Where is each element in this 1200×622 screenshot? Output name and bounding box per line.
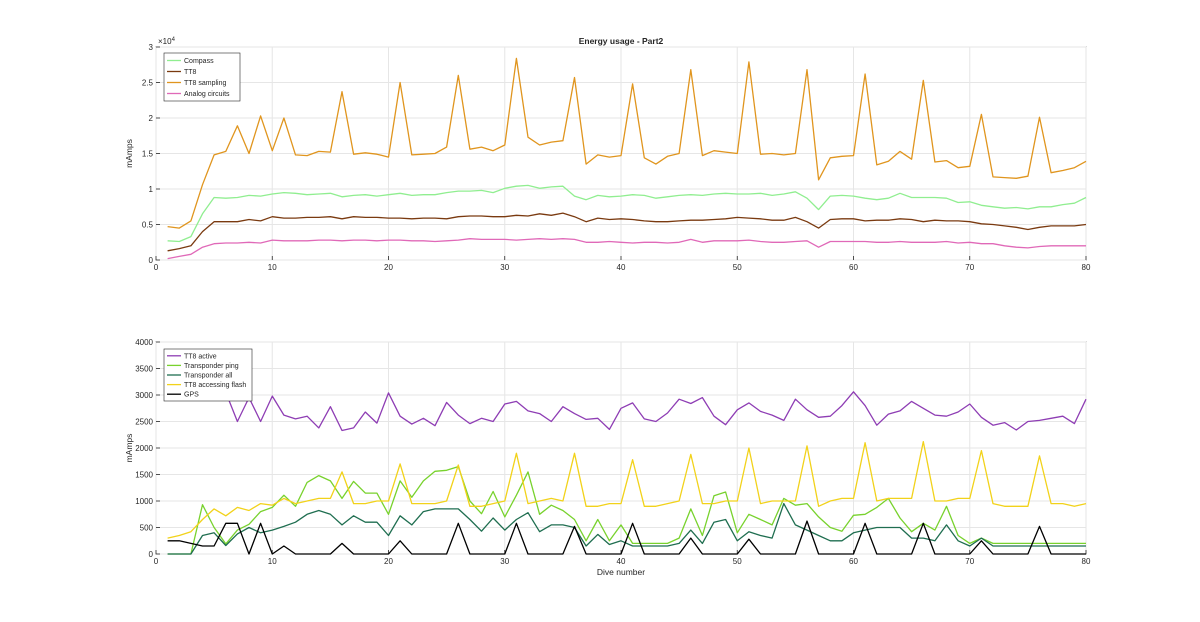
top-x-tick-label: 0: [154, 263, 159, 272]
bottom-legend-label-2: Transponder all: [184, 373, 233, 380]
bottom-legend-label-1: Transponder ping: [184, 363, 239, 370]
top-y-tick-label: 2: [149, 114, 154, 123]
top-y-tick-label: 2.5: [142, 79, 154, 88]
bottom-x-tick-label: 0: [154, 557, 159, 566]
bottom-legend-label-0: TT8 active: [184, 353, 217, 360]
bottom-legend: TT8 active Transponder ping Transponder al…: [163, 348, 253, 402]
top-legend-label-0: Compass: [184, 58, 214, 65]
top-x-tick-label: 10: [268, 263, 277, 272]
bottom-x-tick-label: 30: [500, 557, 509, 566]
top-y-tick-label: 1: [149, 185, 154, 194]
bottom-chart: 0 10 20 30 40 50 60 70 80 0 500 1000 1500 2000 2500 300…: [124, 338, 1091, 577]
bottom-grid-overlay: [155, 341, 1087, 555]
bottom-x-axis-label: Dive number: [597, 567, 645, 577]
bottom-y-tick-label: 4000: [135, 338, 153, 347]
bottom-y-tick-label: 500: [140, 524, 154, 533]
bottom-y-tick-label: 2500: [135, 418, 153, 427]
top-x-tick-label: 30: [500, 263, 509, 272]
top-x-tick-label: 20: [384, 263, 393, 272]
bottom-x-tick-label: 80: [1082, 557, 1091, 566]
bottom-x-tick-label: 40: [617, 557, 626, 566]
top-chart: 0 10 20 30 40 50 60 70 80 0 0.5 1 1.5 2 2.5 3 Energy us…: [124, 36, 1091, 272]
bottom-series-line-2: [167, 502, 1086, 555]
bottom-ticks: 0 10 20 30 40 50 60 70 80 0 500 1000 1500 2000 2500 300…: [135, 338, 1091, 566]
top-x-tick-label: 50: [733, 263, 742, 272]
bottom-series-lines: [167, 391, 1087, 555]
top-y-tick-label: 1.5: [142, 150, 154, 159]
top-y-exponent-label: ×104: [158, 37, 176, 46]
bottom-y-tick-label: 1000: [135, 497, 153, 506]
bottom-y-tick-label: 0: [149, 550, 154, 559]
top-y-exponent-power: 4: [172, 37, 176, 43]
top-ticks: 0 10 20 30 40 50 60 70 80 0 0.5 1 1.5 2 2.5 3: [142, 43, 1091, 272]
bottom-y-tick-label: 1500: [135, 471, 153, 480]
top-legend-label-2: TT8 sampling: [184, 80, 227, 87]
top-legend-label-1: TT8: [184, 69, 197, 76]
top-series-line-2: [167, 57, 1087, 229]
top-y-exponent-base: ×10: [158, 37, 172, 46]
bottom-x-tick-label: 50: [733, 557, 742, 566]
bottom-legend-label-4: GPS: [184, 392, 199, 399]
top-x-tick-label: 40: [617, 263, 626, 272]
bottom-x-tick-label: 20: [384, 557, 393, 566]
top-y-axis-label: mAmps: [124, 139, 134, 168]
top-x-tick-label: 80: [1082, 263, 1091, 272]
bottom-series-line-1: [167, 465, 1086, 555]
top-series-line-0: [167, 184, 1087, 243]
top-chart-title: Energy usage - Part2: [579, 36, 664, 46]
bottom-series-line-4: [167, 520, 1086, 555]
bottom-legend-label-3: TT8 accessing flash: [184, 382, 246, 389]
bottom-x-tick-label: 10: [268, 557, 277, 566]
top-legend: Compass TT8 TT8 sampling Analog circuits: [163, 52, 241, 102]
bottom-y-tick-label: 3500: [135, 365, 153, 374]
bottom-series-line-3: [167, 440, 1087, 539]
top-y-tick-label: 0.5: [142, 221, 154, 230]
top-y-tick-label: 3: [149, 43, 154, 52]
top-y-tick-label: 0: [149, 256, 154, 265]
bottom-y-tick-label: 2000: [135, 444, 153, 453]
bottom-y-axis-label: mAmps: [124, 434, 134, 463]
bottom-x-tick-label: 60: [849, 557, 858, 566]
top-series-lines: [167, 57, 1087, 260]
bottom-x-tick-label: 70: [965, 557, 974, 566]
top-series-line-3: [167, 238, 1086, 260]
bottom-series-line-0: [225, 391, 1087, 432]
top-x-tick-label: 60: [849, 263, 858, 272]
top-series-line-1: [167, 212, 1087, 252]
bottom-y-tick-label: 3000: [135, 391, 153, 400]
top-legend-label-3: Analog circuits: [184, 91, 230, 98]
top-x-tick-label: 70: [965, 263, 974, 272]
